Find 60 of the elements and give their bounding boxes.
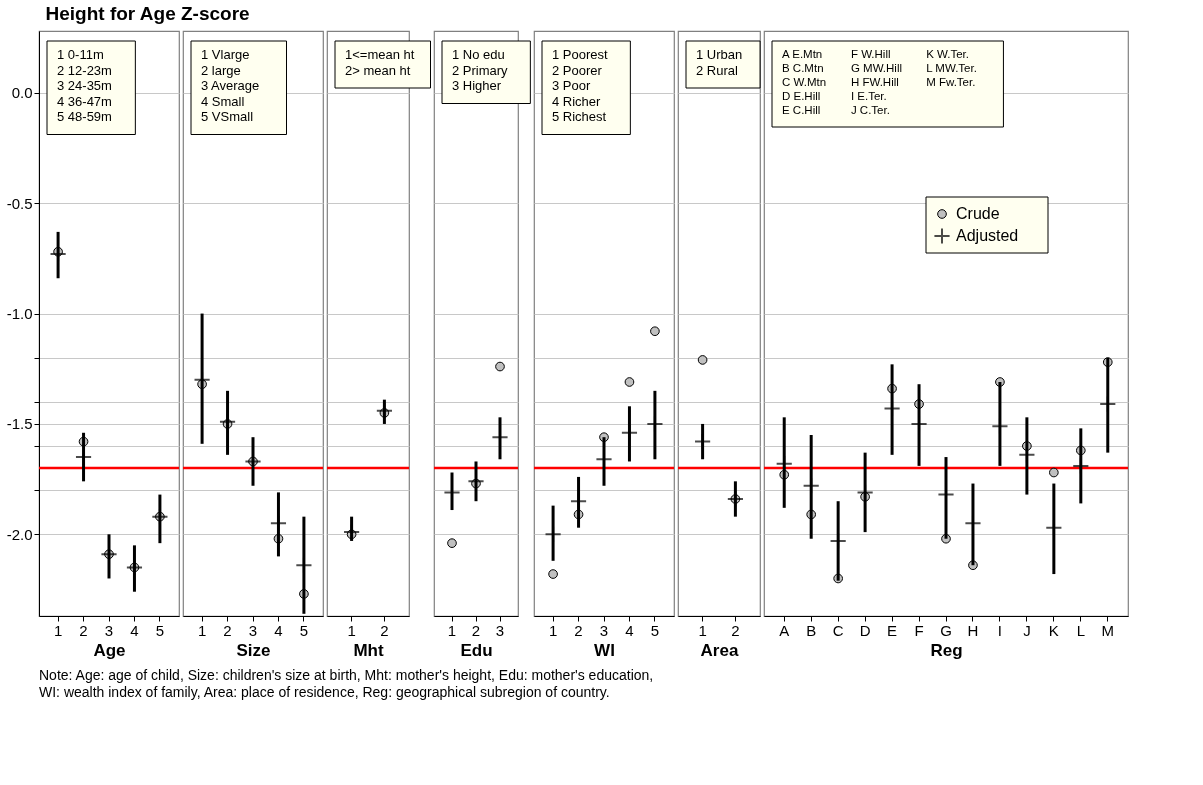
annotation: 1 Vlarge 2 large 3 Average 4 Small 5 VSmall (201, 47, 260, 124)
x-axis-title: WI (594, 640, 615, 660)
x-axis-title: Reg (930, 640, 963, 660)
x-axis-title: Mht (353, 640, 384, 660)
x-tick-label: B (806, 621, 817, 639)
annotation: 1 0-11m 2 12-23m 3 24-35m 4 36-47m 5 48-59m (57, 47, 112, 124)
x-axis-title: Age (93, 640, 126, 660)
x-axis-title: Area (700, 640, 739, 660)
y-tick-label: -2.0 (6, 525, 33, 543)
x-tick-label: H (967, 621, 979, 639)
x-tick-label: J (1023, 621, 1031, 639)
x-tick-label: F (914, 621, 924, 639)
y-tick-label: -0.5 (6, 194, 33, 212)
annotation: F W.Hill G MW.Hill H FW.Hill I E.Ter. J C.Ter. (850, 48, 903, 116)
x-tick-label: 1 (347, 621, 356, 639)
annotation: 1 Urban 2 Rural (696, 47, 743, 78)
x-tick-label: 3 (104, 621, 114, 639)
x-tick-label: E (887, 621, 898, 639)
x-axis-title: Size (236, 640, 271, 660)
x-tick-label: 2 (223, 621, 232, 639)
annotation: A E.Mtn B C.Mtn C W.Mtn D E.Hill E C.Hill (782, 48, 827, 116)
x-tick-label: 3 (248, 621, 258, 639)
x-tick-label: 2 (731, 621, 740, 639)
x-tick-label: 2 (574, 621, 583, 639)
x-tick-label: 5 (155, 621, 165, 639)
x-tick-label: 5 (299, 621, 309, 639)
x-tick-label: L (1076, 621, 1085, 639)
x-tick-label: 1 (447, 621, 457, 639)
annotation: 1 No edu 2 Primary 3 Higher (452, 47, 509, 93)
annotation: 1 Poorest 2 Poorer 3 Poor 4 Richer 5 Richest (552, 47, 609, 124)
x-tick-label: 2 (380, 621, 389, 639)
x-tick-label: 4 (130, 621, 139, 639)
x-tick-label: K (1048, 621, 1059, 639)
y-tick-label: -1.0 (6, 305, 33, 323)
legend-label: Adjusted (956, 227, 1019, 244)
text: Note: Age: age of child, Size: children's size at birth, Mht: mother's height, Edu: mother's education, WI: wealth index of family, Area: place of residence, Reg: geographical subregion of country. (39, 667, 654, 700)
x-tick-label: 4 (274, 621, 283, 639)
x-tick-label: 1 (548, 621, 558, 639)
x-tick-label: G (940, 621, 952, 639)
chart-title: Height for Age Z-score (45, 3, 250, 25)
x-tick-label: 1 (698, 621, 707, 639)
annotation: K W.Ter. L MW.Ter. M Fw.Ter. (926, 48, 977, 88)
annotation: 1<=mean ht 2> mean ht (345, 47, 415, 78)
x-tick-label: 1 (53, 621, 63, 639)
x-tick-label: 5 (650, 621, 660, 639)
x-tick-label: C (832, 621, 844, 639)
y-tick-label: -1.5 (6, 415, 33, 433)
x-tick-label: D (859, 621, 871, 639)
x-tick-label: 2 (79, 621, 88, 639)
legend-label: Crude (956, 205, 1000, 222)
x-tick-label: I (997, 621, 1003, 639)
x-tick-label: 3 (599, 621, 609, 639)
x-tick-label: 3 (495, 621, 505, 639)
x-tick-label: M (1101, 621, 1115, 639)
x-tick-label: A (779, 621, 790, 639)
x-tick-label: 2 (471, 621, 481, 639)
y-tick-label: 0.0 (11, 84, 33, 102)
x-axis-title: Edu (460, 640, 493, 660)
x-tick-label: 1 (197, 621, 207, 639)
x-tick-label: 4 (625, 621, 634, 639)
